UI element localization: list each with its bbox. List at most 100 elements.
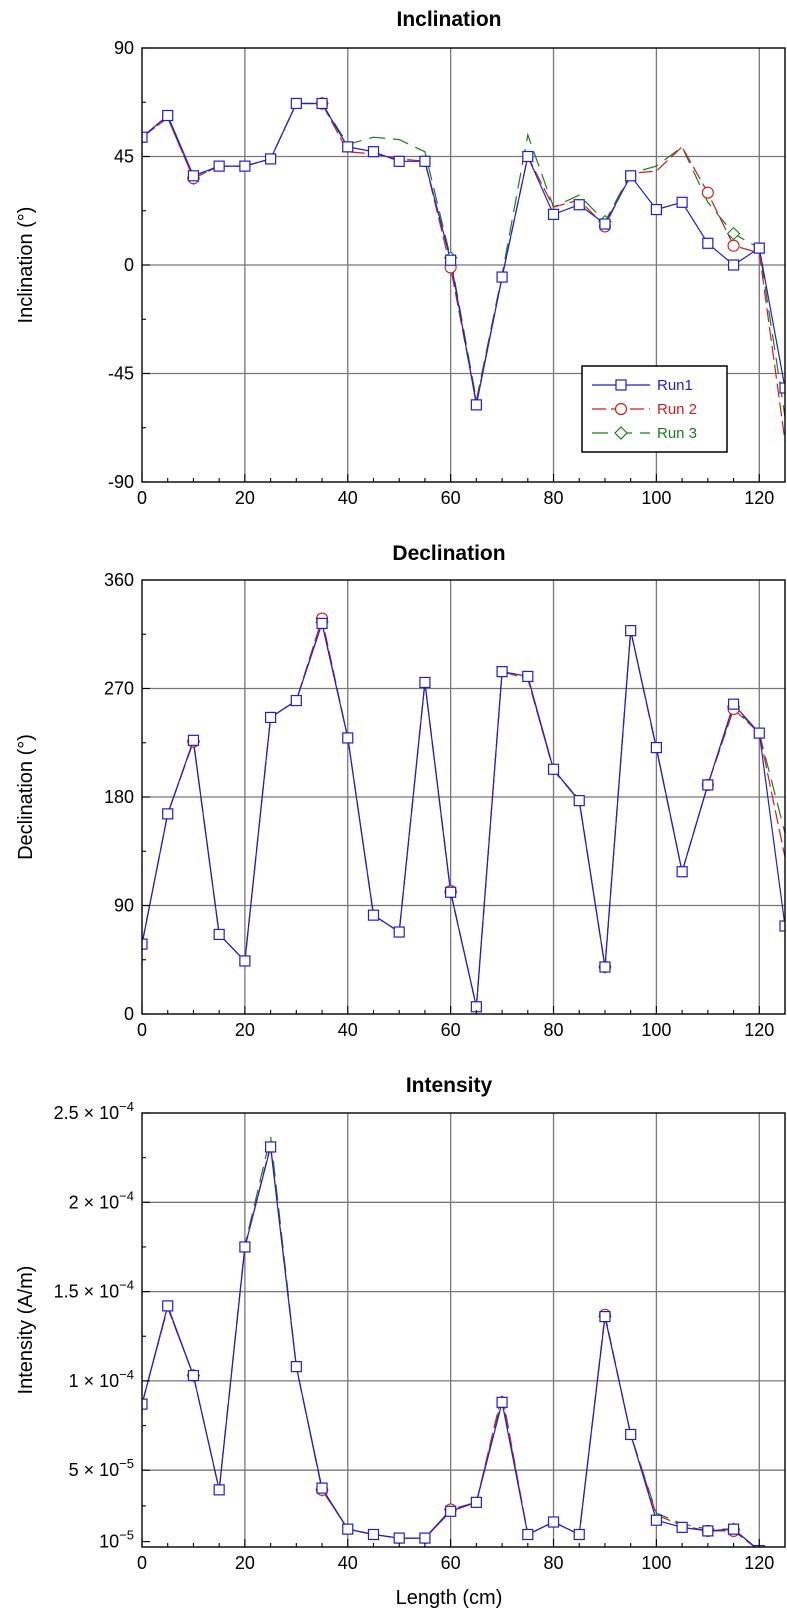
tick-exponent: −5: [119, 1456, 134, 1471]
data-point: [702, 1525, 714, 1537]
data-point: [573, 1528, 585, 1541]
x-tick-label: 100: [641, 1553, 671, 1573]
y-tick-label: 90: [114, 896, 134, 916]
data-point: [342, 1523, 354, 1535]
data-point: [547, 1516, 560, 1528]
data-point: [753, 727, 765, 739]
y-tick-labels: 10−55 × 10−51 × 10−41.5 × 10−42 × 10−42.…: [54, 1099, 134, 1552]
x-tick-label: 100: [641, 1020, 671, 1040]
data-point: [265, 1141, 277, 1153]
data-point: [187, 1369, 200, 1382]
grid: [142, 1113, 785, 1547]
legend-box: [581, 365, 728, 453]
data-point: [142, 1398, 148, 1410]
data-point: [496, 1396, 508, 1408]
tick-exponent: −4: [119, 1188, 134, 1203]
data-point: [265, 711, 277, 724]
data-point: [290, 1361, 302, 1373]
data-point: [779, 382, 785, 394]
data-point: [419, 155, 431, 167]
data-point: [625, 170, 637, 182]
data-point: [496, 271, 508, 283]
tick-exponent: −5: [119, 1528, 134, 1543]
data-point: [676, 196, 688, 208]
series-layer: [142, 96, 785, 442]
data-point: [650, 1514, 663, 1526]
data-point: [599, 218, 611, 230]
series-line: [142, 1146, 756, 1547]
chart-title: Declination: [392, 542, 505, 565]
tick-exponent: −4: [119, 1278, 134, 1293]
tick-mantissa: 10: [99, 1532, 119, 1552]
data-point: [727, 239, 740, 252]
data-point: [650, 741, 663, 754]
legend-item-run2: Run 2: [592, 401, 697, 418]
data-point: [162, 109, 174, 122]
y-tick-label: 10−5: [99, 1528, 134, 1552]
tick-exponent: −4: [119, 1099, 134, 1114]
tick-mantissa: 1 × 10: [69, 1371, 120, 1391]
x-tick-label: 80: [544, 1553, 564, 1573]
data-point: [726, 226, 741, 241]
data-point: [445, 1505, 457, 1517]
y-tick-label: 1.5 × 10−4: [54, 1278, 134, 1302]
grid: [142, 580, 785, 1014]
x-tick-label: 40: [338, 1553, 358, 1573]
x-tick-label: 80: [544, 488, 564, 508]
x-axis-label: Length (cm): [396, 1587, 503, 1609]
y-tick-label: 360: [104, 570, 134, 590]
x-tick-label: 120: [744, 488, 774, 508]
series-line: [142, 1136, 756, 1547]
chart-title: Inclination: [397, 8, 502, 31]
series-line: [142, 1144, 756, 1547]
data-point: [393, 1532, 405, 1544]
data-point: [676, 866, 688, 878]
tick-mantissa: 2.5 × 10: [54, 1103, 120, 1123]
data-point: [702, 779, 714, 791]
data-point: [316, 617, 328, 630]
y-tick-label: -90: [108, 472, 134, 492]
data-point: [650, 203, 663, 216]
y-tick-label: 90: [114, 38, 134, 58]
data-point: [780, 1549, 787, 1559]
legend-label: Run 3: [657, 425, 697, 442]
data-point: [547, 763, 560, 775]
x-tick-label: 20: [235, 1020, 255, 1040]
data-point: [393, 155, 405, 167]
data-point: [419, 1532, 431, 1544]
diamond-marker-icon: [614, 426, 628, 440]
data-point: [727, 698, 740, 710]
data-point: [213, 928, 225, 941]
x-tick-label: 0: [137, 1553, 147, 1573]
data-point: [496, 666, 508, 678]
series-line: [142, 102, 785, 405]
data-point: [239, 1241, 251, 1253]
data-point: [702, 237, 714, 249]
x-tick-label: 40: [338, 488, 358, 508]
legend-item-run1: Run1: [592, 377, 693, 394]
plot-frame: [141, 1112, 786, 1548]
x-tick-label: 60: [441, 1553, 461, 1573]
data-point: [599, 1311, 611, 1323]
y-tick-label: 2 × 10−4: [69, 1188, 134, 1212]
legend-label: Run 2: [657, 401, 697, 418]
series-line: [142, 621, 785, 1007]
data-point: [419, 676, 431, 689]
data-point: [142, 131, 148, 143]
legend: Run1 Run 2 Run 3: [581, 365, 728, 453]
data-point: [393, 926, 405, 938]
data-point: [290, 97, 302, 110]
circle-marker-icon: [614, 402, 628, 416]
data-point: [470, 1496, 482, 1508]
data-point: [470, 399, 482, 411]
data-point: [522, 1528, 534, 1541]
data-point: [187, 734, 200, 746]
data-point: [547, 208, 560, 220]
x-tick-labels: 0 20 40 60 80 100 120: [137, 488, 774, 508]
declination-chart: Declination 0 20 40 60 80 100 120 0 90 180 270 360…: [15, 542, 786, 1040]
data-point: [316, 1482, 328, 1494]
tick-mantissa: 2 × 10: [69, 1192, 120, 1212]
y-axis-label: Inclination (°): [15, 207, 37, 324]
y-tick-label: 0: [124, 255, 134, 275]
x-tick-label: 20: [235, 488, 255, 508]
